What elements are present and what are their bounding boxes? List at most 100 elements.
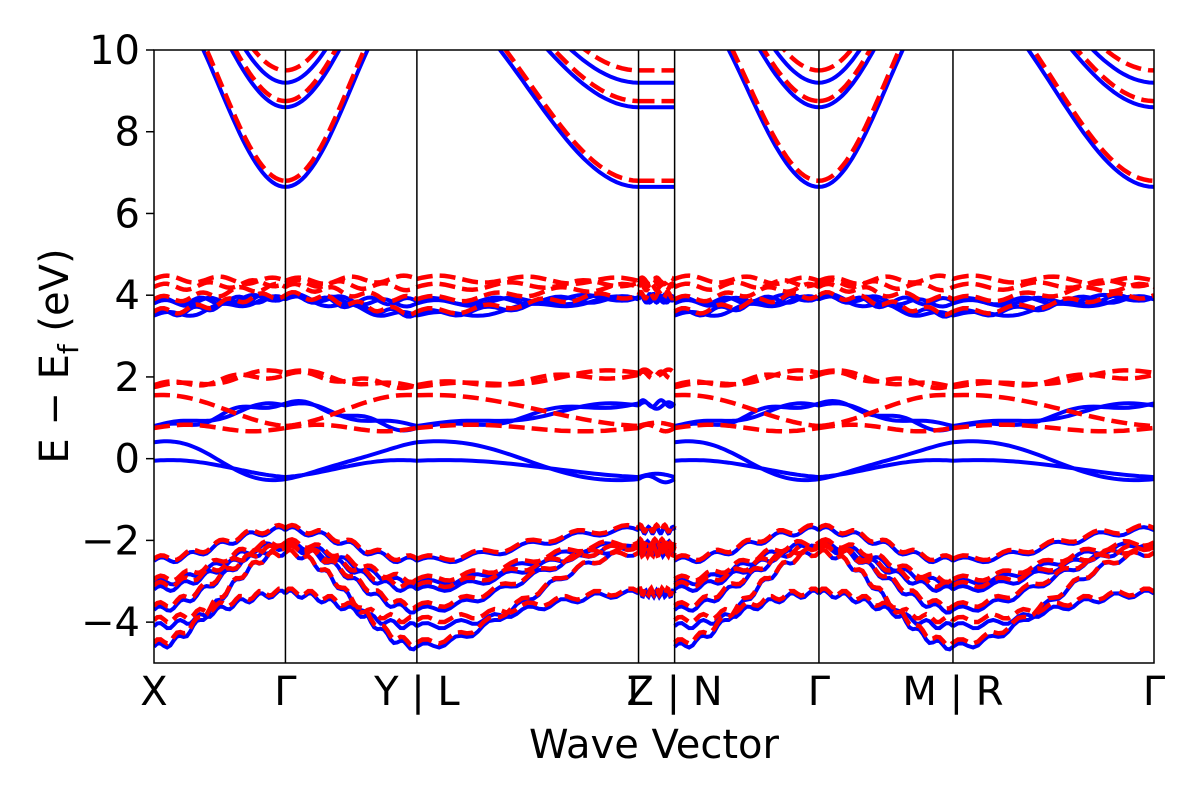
band-line-solid [285,50,370,189]
y-axis: −4 −2 0 2 4 6 8 10 [81,28,154,646]
band-line-dashed [284,273,418,286]
band-line-solid [415,588,640,631]
band-line-solid [416,458,639,480]
band-line-dashed [636,521,677,534]
band-line-solid [772,50,820,85]
band-line-solid [818,50,863,85]
band-line-dashed [817,537,955,585]
y-tick-label: 8 [115,110,140,156]
band-line-dashed [284,289,419,317]
band-line-solid [285,50,342,110]
band-line-dashed [636,281,677,293]
bands-layer [154,50,1154,652]
band-line-dashed [284,369,418,391]
band-line-dashed [952,538,1154,583]
band-line-dashed [284,541,419,611]
band-line-dashed [416,392,639,429]
band-line-dashed [154,422,286,434]
band-line-dashed [674,392,820,429]
band-line-dashed [502,50,639,184]
band-line-dashed [284,522,419,563]
band-line-dashed [673,522,820,563]
band-line-dashed [154,372,287,388]
band-line-solid [952,401,1154,428]
band-line-solid [818,50,877,110]
band-line-dashed [817,281,955,304]
band-line-solid [1090,50,1154,85]
y-axis-title-subscript: f [52,343,85,354]
band-line-solid [674,458,820,480]
band-line-dashed [1074,50,1154,104]
band-line-solid [674,401,820,428]
band-line-dashed [673,291,820,316]
band-line-dashed [636,369,677,381]
band-line-solid [757,50,820,110]
band-line-dashed [952,422,1154,434]
band-line-dashed [636,539,677,554]
band-line-solid [154,401,286,430]
band-line-dashed [951,549,1154,646]
band-line-dashed [204,50,286,184]
band-line-solid [201,50,286,189]
band-line-dashed [951,543,1154,590]
band-line-dashed [674,422,820,434]
band-line-solid [1069,50,1154,110]
band-line-solid [568,50,639,85]
band-line-dashed [952,281,1154,304]
band-line-dashed [251,50,286,73]
band-line-solid [674,439,820,483]
band-line-dashed [1030,50,1154,184]
band-line-dashed [154,278,287,292]
band-line-solid [416,439,639,483]
band-line-dashed [416,291,640,316]
band-line-dashed [636,583,677,600]
band-line-dashed [817,522,955,563]
band-line-dashed [817,541,955,611]
band-line-dashed [818,50,855,73]
band-line-solid [545,50,639,110]
band-line-solid [284,398,418,433]
band-line-dashed [673,549,821,647]
y-axis-title-unit: (eV) [32,248,78,344]
band-line-dashed [952,522,1154,563]
band-line-dashed [154,586,287,625]
x-tick-label: Z | N [627,669,723,715]
band-line-dashed [952,291,1154,316]
band-line-dashed [416,372,639,388]
band-line-solid [637,398,677,409]
band-line-dashed [818,392,954,429]
band-line-dashed [673,281,820,304]
band-line-solid [637,473,676,485]
band-line-dashed [673,372,820,388]
band-line-dashed [951,586,1154,625]
x-tick-label: Γ [274,669,297,715]
band-line-dashed [154,522,287,563]
band-line-dashed [673,273,820,286]
band-line-dashed [154,368,286,390]
band-line-dashed [285,50,338,104]
band-line-dashed [637,367,676,379]
y-tick-label: 6 [115,191,140,237]
x-tick-label: X [140,669,167,715]
band-line-dashed [817,547,955,648]
band-line-solid [229,50,286,110]
band-line-dashed [416,422,639,434]
high-symmetry-lines [284,50,954,663]
band-line-solid [416,401,639,428]
band-line-dashed [818,50,873,104]
band-line-dashed [817,289,955,317]
band-line-solid [154,588,287,631]
band-line-solid [243,50,286,85]
x-tick-label: Γ [808,669,831,715]
y-tick-label: 4 [115,273,140,319]
band-line-dashed [283,547,419,648]
band-line-solid [154,458,286,480]
band-line-dashed [952,278,1154,292]
band-line-solid [952,458,1154,480]
band-line-dashed [636,277,677,289]
band-line-dashed [818,368,954,390]
x-axis-title: Wave Vector [529,722,780,768]
